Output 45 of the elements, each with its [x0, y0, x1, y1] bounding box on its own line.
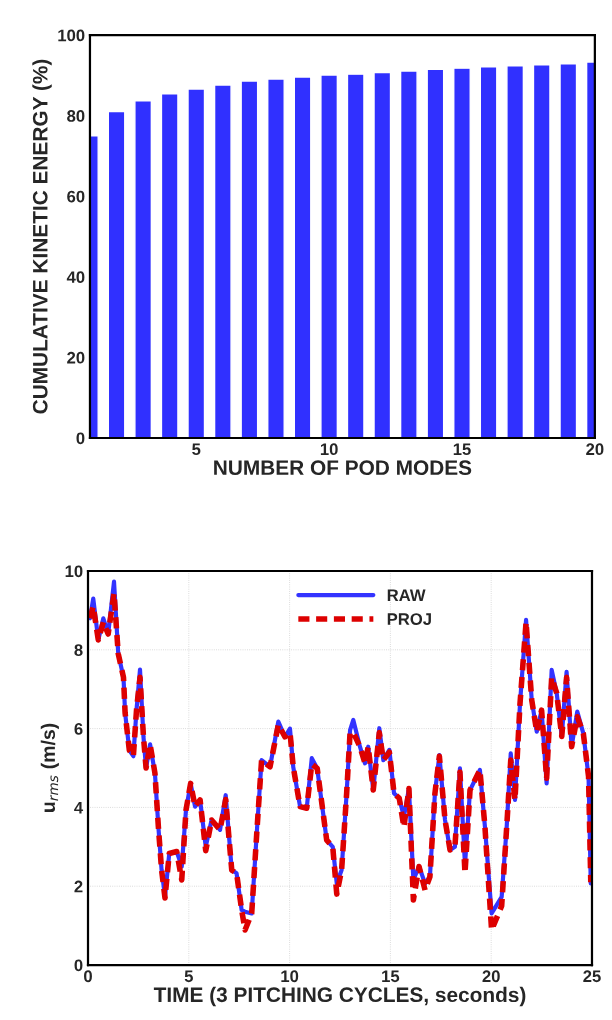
legend-label: PROJ: [387, 613, 431, 625]
x-tick-label: 20: [482, 970, 500, 983]
y-tick-label: 100: [58, 29, 85, 42]
bar: [399, 70, 418, 438]
x-tick-label: 5: [192, 443, 201, 456]
y-tick-label: 60: [67, 190, 85, 203]
bar: [453, 67, 471, 438]
x-tick-label: 20: [586, 443, 604, 456]
y-tick-label: 6: [74, 723, 83, 735]
y-tick-label: 2: [74, 880, 83, 893]
bar: [479, 66, 498, 438]
bar: [293, 76, 312, 438]
bar: [346, 73, 365, 438]
bar: [213, 84, 232, 438]
x-axis-title: TIME (3 PITCHING CYCLES, seconds): [153, 986, 526, 1007]
x-tick-label: 10: [320, 443, 338, 456]
bar: [506, 65, 525, 438]
y-tick-label: 40: [66, 271, 85, 284]
bar: [559, 62, 578, 438]
x-tick-label: 5: [184, 970, 193, 983]
bar: [320, 74, 339, 438]
bar: [267, 78, 285, 438]
x-tick-label: 15: [453, 443, 471, 456]
bar: [373, 71, 392, 438]
legend-label: RAW: [387, 589, 426, 601]
bar: [187, 88, 206, 438]
bar: [134, 100, 153, 438]
bar: [240, 80, 259, 438]
y-tick-label: 8: [74, 644, 83, 656]
x-tick-label: 10: [281, 970, 299, 983]
bar: [426, 68, 445, 438]
x-tick-label: 15: [382, 970, 400, 983]
y-tick-label: 80: [67, 110, 85, 122]
x-axis-title: NUMBER OF POD MODES: [214, 460, 472, 476]
bar: [160, 93, 179, 438]
y-tick-label: 0: [74, 959, 83, 972]
y-tick-label: 4: [74, 801, 84, 814]
y-tick-label: 20: [67, 351, 85, 364]
y-axis-title: CUMULATIVE KINETIC ENERGY (%): [32, 59, 52, 414]
bar: [107, 110, 126, 438]
y-tick-label: 0: [76, 432, 85, 445]
bar: [532, 64, 551, 438]
y-tick-label: 10: [65, 565, 83, 578]
x-tick-label: 25: [583, 970, 601, 983]
y-axis-title: u$_{rms}$ (m/s): [40, 723, 59, 813]
